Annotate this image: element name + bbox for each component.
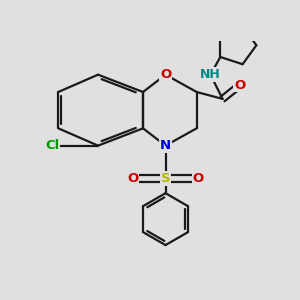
Text: O: O bbox=[160, 68, 171, 81]
Text: O: O bbox=[127, 172, 138, 185]
Text: O: O bbox=[234, 79, 245, 92]
Text: N: N bbox=[160, 139, 171, 152]
Text: S: S bbox=[161, 172, 170, 185]
Text: NH: NH bbox=[200, 68, 221, 81]
Text: O: O bbox=[193, 172, 204, 185]
Text: Cl: Cl bbox=[45, 139, 59, 152]
